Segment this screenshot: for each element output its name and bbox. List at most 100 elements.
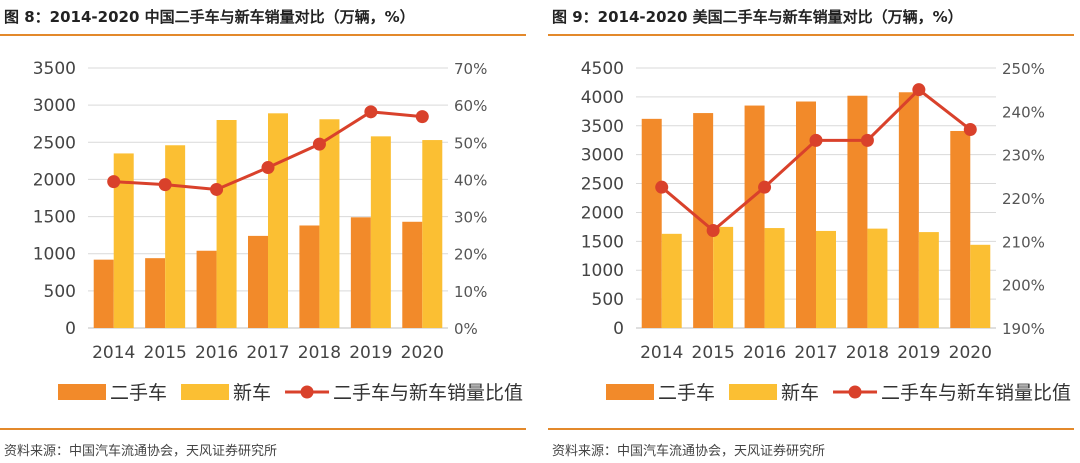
y-left-tick-label: 0 bbox=[613, 319, 624, 339]
legend-item: 新车 bbox=[181, 382, 271, 404]
ratio-point bbox=[107, 175, 121, 189]
y-right-tick-label: 30% bbox=[454, 209, 487, 227]
ratio-point bbox=[261, 161, 275, 175]
chart-panel-right: 图 9：2014-2020 美国二手车与新车销量对比（万辆，%） 0 500 100… bbox=[548, 0, 1078, 463]
legend-swatch bbox=[58, 384, 106, 400]
y-right-tick-label: 190% bbox=[1002, 320, 1045, 338]
y-left-tick-label: 1500 bbox=[33, 208, 76, 228]
y-left-tick-label: 2000 bbox=[33, 170, 76, 190]
bar-new-car bbox=[422, 140, 443, 328]
y-right-tick-label: 240% bbox=[1002, 103, 1045, 121]
bar-used-car bbox=[299, 225, 320, 328]
ratio-point bbox=[210, 182, 224, 196]
legend-label: 新车 bbox=[781, 382, 819, 404]
y-left-tick-label: 3500 bbox=[581, 117, 624, 137]
bar-used-car bbox=[145, 258, 166, 328]
x-tick-label: 2015 bbox=[144, 343, 187, 363]
x-tick-label: 2016 bbox=[195, 343, 238, 363]
y-left-tick-label: 1500 bbox=[581, 232, 624, 252]
bar-new-car bbox=[216, 120, 237, 328]
y-right-tick-label: 0% bbox=[454, 320, 478, 338]
bar-new-car bbox=[713, 226, 734, 328]
ratio-point bbox=[312, 137, 326, 151]
title-rule bbox=[0, 34, 526, 36]
y-right-tick-label: 230% bbox=[1002, 147, 1045, 165]
ratio-point bbox=[158, 178, 172, 192]
figure-title: 图 8：2014-2020 中国二手车与新车销量对比（万辆，%） bbox=[4, 8, 415, 26]
ratio-line-series bbox=[655, 83, 977, 237]
legend-item: 二手车与新车销量比值 bbox=[833, 382, 1071, 404]
legend: 二手车 新车 二手车与新车销量比值 bbox=[58, 382, 523, 404]
x-tick-label: 2018 bbox=[298, 343, 341, 363]
bar-used-car bbox=[93, 259, 114, 328]
x-tick-label: 2015 bbox=[692, 343, 735, 363]
legend: 二手车 新车 二手车与新车销量比值 bbox=[606, 382, 1071, 404]
bar-used-car bbox=[898, 92, 919, 328]
bar-new-car bbox=[319, 119, 340, 328]
ratio-point bbox=[758, 180, 772, 194]
y-left-tick-label: 1000 bbox=[581, 261, 624, 281]
y-right-tick-label: 220% bbox=[1002, 190, 1045, 208]
bar-new-car bbox=[867, 228, 888, 328]
bar-new-car bbox=[918, 232, 939, 328]
legend-item: 二手车 bbox=[58, 382, 167, 404]
legend-label: 二手车与新车销量比值 bbox=[881, 382, 1071, 404]
y-left-tick-label: 3000 bbox=[581, 146, 624, 166]
bar-new-car bbox=[113, 153, 134, 328]
y-right-tick-label: 50% bbox=[454, 134, 487, 152]
y-left-tick-label: 2000 bbox=[581, 203, 624, 223]
source-rule bbox=[0, 428, 526, 430]
y-left-tick-label: 3500 bbox=[33, 59, 76, 79]
bar-used-car bbox=[950, 130, 971, 328]
source-note: 资料来源：中国汽车流通协会，天风证券研究所 bbox=[4, 444, 278, 459]
x-tick-label: 2014 bbox=[640, 343, 683, 363]
figure-title: 图 9：2014-2020 美国二手车与新车销量对比（万辆，%） bbox=[552, 8, 963, 26]
ratio-line-series bbox=[107, 105, 429, 196]
bars bbox=[93, 113, 443, 328]
bar-new-car bbox=[165, 145, 186, 328]
y-left-tick-label: 4000 bbox=[581, 88, 624, 108]
ratio-point bbox=[912, 83, 926, 97]
y-left-tick-label: 500 bbox=[44, 282, 76, 302]
x-tick-label: 2020 bbox=[949, 343, 992, 363]
x-tick-label: 2018 bbox=[846, 343, 889, 363]
x-tick-label: 2017 bbox=[246, 343, 289, 363]
legend-swatch bbox=[729, 384, 778, 400]
legend-swatch bbox=[181, 384, 230, 400]
bar-used-car bbox=[196, 250, 217, 328]
bar-new-car bbox=[268, 113, 288, 328]
y-right-tick-label: 210% bbox=[1002, 233, 1045, 251]
combo-chart-usa: 0 500 1000 1500 2000 2500 3000 3500 4000 4500 190%… bbox=[581, 59, 1071, 404]
legend-item: 二手车 bbox=[606, 382, 715, 404]
y-left-tick-label: 0 bbox=[65, 319, 76, 339]
y-left-tick-label: 2500 bbox=[581, 175, 624, 195]
y-right-tick-label: 10% bbox=[454, 283, 487, 301]
ratio-point bbox=[963, 123, 977, 137]
bars bbox=[641, 92, 991, 328]
bar-used-car bbox=[744, 105, 765, 328]
x-tick-label: 2019 bbox=[349, 343, 392, 363]
y-right-tick-label: 70% bbox=[454, 60, 487, 78]
bar-new-car bbox=[764, 228, 785, 328]
y-left-tick-label: 1000 bbox=[33, 245, 76, 265]
bar-used-car bbox=[641, 118, 662, 328]
y-right-tick-label: 250% bbox=[1002, 60, 1045, 78]
legend-label: 二手车 bbox=[658, 382, 715, 404]
legend-swatch-marker bbox=[848, 385, 862, 399]
y-right-tick-label: 60% bbox=[454, 97, 487, 115]
legend-label: 新车 bbox=[233, 382, 271, 404]
source-note: 资料来源：中国汽车流通协会，天风证券研究所 bbox=[552, 444, 826, 459]
legend-item: 二手车与新车销量比值 bbox=[285, 382, 523, 404]
source-rule bbox=[548, 428, 1074, 430]
ratio-point bbox=[809, 133, 823, 147]
bar-used-car bbox=[847, 95, 868, 328]
x-tick-label: 2020 bbox=[401, 343, 444, 363]
ratio-point bbox=[706, 224, 720, 237]
x-tick-label: 2014 bbox=[92, 343, 135, 363]
bar-used-car bbox=[248, 235, 268, 328]
legend-item: 新车 bbox=[729, 382, 819, 404]
legend-swatch bbox=[606, 384, 654, 400]
y-left-tick-label: 3000 bbox=[33, 96, 76, 116]
x-tick-label: 2017 bbox=[794, 343, 837, 363]
ratio-point bbox=[364, 105, 378, 119]
